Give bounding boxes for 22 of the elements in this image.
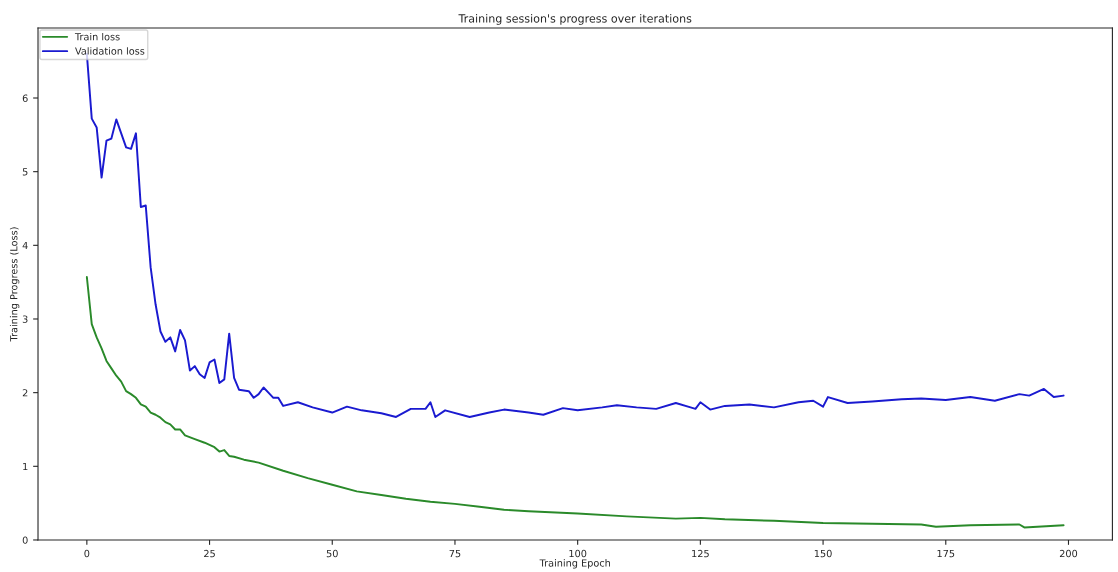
x-tick-label: 175: [937, 549, 955, 558]
x-tick-label: 0: [84, 549, 90, 558]
y-tick-label: 3: [22, 315, 28, 323]
y-axis-title: Training Progress (Loss): [9, 227, 20, 342]
y-tick-label: 6: [22, 94, 28, 102]
chart-title: Training session's progress over iterations: [458, 14, 692, 25]
legend-label: Train loss: [74, 32, 120, 41]
x-tick-label: 150: [814, 549, 832, 558]
y-tick-label: 4: [22, 241, 28, 250]
x-tick-label: 75: [449, 549, 461, 558]
x-tick-label: 100: [569, 549, 587, 558]
x-axis-title: Training Epoch: [539, 559, 610, 569]
y-tick-label: 0: [22, 536, 28, 544]
x-tick-label: 25: [204, 549, 215, 558]
x-tick-label: 50: [326, 549, 338, 558]
legend-label: Validation loss: [75, 47, 145, 55]
x-tick-label: 125: [692, 549, 709, 558]
line-series: [85, 276, 1065, 529]
x-tick-label: 200: [1059, 549, 1078, 558]
y-tick-label: 5: [22, 168, 28, 176]
y-tick-label: 1: [23, 462, 28, 470]
y-tick-label: 2: [22, 389, 28, 397]
